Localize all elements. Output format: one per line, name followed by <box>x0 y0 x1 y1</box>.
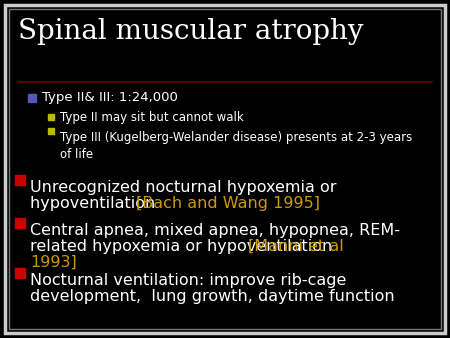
Bar <box>48 128 54 134</box>
Text: [Bach and Wang 1995]: [Bach and Wang 1995] <box>136 196 320 211</box>
Text: 1993]: 1993] <box>30 255 77 270</box>
Bar <box>15 218 25 228</box>
Text: Nocturnal ventilation: improve rib-cage: Nocturnal ventilation: improve rib-cage <box>30 273 346 288</box>
Text: development,  lung growth, daytime function: development, lung growth, daytime functi… <box>30 289 395 304</box>
Text: related hypoxemia or hypoventilation: related hypoxemia or hypoventilation <box>30 239 338 254</box>
Text: Type III (Kugelberg-Welander disease) presents at 2-3 years
of life: Type III (Kugelberg-Welander disease) pr… <box>60 131 412 161</box>
Bar <box>48 114 54 120</box>
Text: Central apnea, mixed apnea, hypopnea, REM-: Central apnea, mixed apnea, hypopnea, RE… <box>30 223 400 238</box>
Bar <box>15 268 25 278</box>
Text: Type II may sit but cannot walk: Type II may sit but cannot walk <box>60 111 244 123</box>
Text: Type II& III: 1:24,000: Type II& III: 1:24,000 <box>42 92 178 104</box>
Bar <box>28 94 36 102</box>
Text: [Manni et al: [Manni et al <box>248 239 344 254</box>
Bar <box>15 175 25 185</box>
Text: Spinal muscular atrophy: Spinal muscular atrophy <box>18 18 364 45</box>
Text: Unrecognized nocturnal hypoxemia or: Unrecognized nocturnal hypoxemia or <box>30 180 337 195</box>
Text: hypoventilation: hypoventilation <box>30 196 160 211</box>
